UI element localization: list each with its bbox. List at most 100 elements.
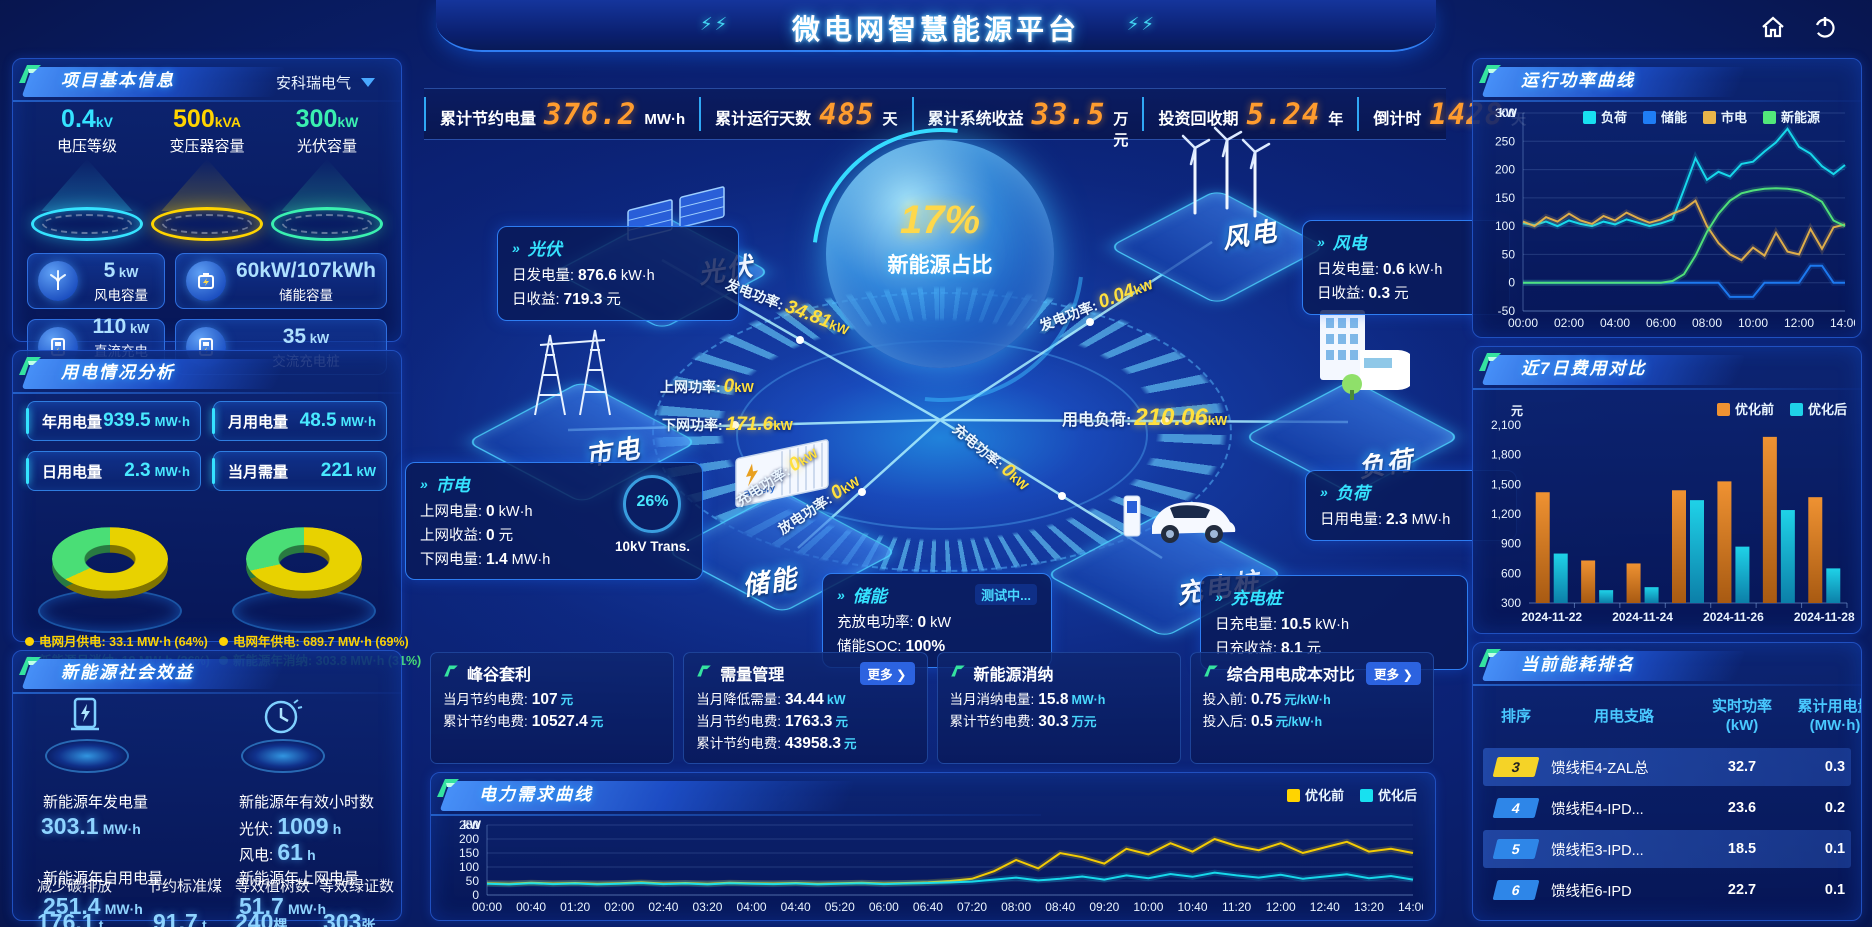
project-select[interactable]: 安科瑞电气 [270,69,381,96]
metric-value: 51.7 MW·h [239,893,327,919]
panel-corner-icon [1477,351,1503,378]
card-metric-row: 当月降低需量: 34.44 kW [696,691,846,708]
rank-badge: 3 [1492,757,1540,777]
card-metric-row: 累计节约电费: 30.3 万元 [949,713,1097,730]
svg-text:0: 0 [472,888,479,902]
flow-export-power: 上网功率: 0kW [660,376,754,397]
demand-legend: 优化前 优化后 [1286,785,1417,804]
card-corner-icon [950,664,966,683]
metric-value: 303张 [323,909,376,927]
panel-corner-icon [17,355,43,382]
usage-stats: 年用电量 939.5 MW·h 月用电量 48.5 MW·h 日用电量 2.3 MW·h 当月需量… [13,395,401,491]
legend-item[interactable]: 储能 [1643,107,1687,126]
legend-item[interactable]: 优化前 [1286,785,1344,804]
info-row: 日收益: 0.3 元 [1317,285,1409,302]
metric-value: 风电: 61 h [239,839,316,865]
card-metric-row: 当月节约电费: 107 元 [443,691,574,708]
more-button[interactable]: 更多 ❯ [1366,661,1421,685]
home-icon[interactable] [1760,14,1786,40]
card-corner-icon [443,664,459,683]
svg-text:13:20: 13:20 [1354,900,1384,914]
hours-icon [235,695,327,773]
svg-text:0: 0 [1508,276,1515,290]
info-row: 下网电量: 1.4 MW·h [420,551,551,568]
legend-item[interactable]: 新能源 [1763,107,1820,126]
grid-info-box: » 市电 上网电量: 0 kW·h 上网收益: 0 元下网电量: 1.4 MW·h 26%… [405,462,703,580]
panel-project-info: 项目基本信息 安科瑞电气 0.4kV 电压等级 500kVA 变压器容量 300kW 光伏… [12,58,402,379]
svg-text:01:20: 01:20 [560,900,590,914]
chevrons-icon: » [512,239,520,256]
more-button[interactable]: 更多 ❯ [859,661,915,685]
svg-text:200: 200 [459,832,479,846]
svg-text:元: 元 [1511,404,1523,418]
svg-text:kW: kW [1499,106,1518,120]
table-row[interactable]: 4 馈线柜4-IPD... 23.6 0.2 [1483,789,1851,827]
chevrons-icon: » [1317,233,1325,250]
demand-curve-chart: kW 250 200 150 100 50 0 00:00 00:40 01:20 02:00 02:… [443,817,1423,915]
battery-icon [185,261,226,301]
panel-energy-ranking: 当前能耗排名 排序 用电支路 实时功率(kW) 累计用电量(MW·h) 3馈线柜4-Z… [1472,642,1862,921]
header-band [436,0,1436,52]
svg-text:250: 250 [459,818,479,832]
legend-item[interactable]: 优化后 [1359,785,1417,804]
metric-value: 251.4 MW·h [43,893,143,919]
usage-stat-chip: 日用电量 2.3 MW·h [26,451,201,491]
rank-badge: 5 [1492,839,1540,859]
metric-value: 91.7 t [153,909,207,927]
panel-title: 电力需求曲线 [479,785,593,804]
legend-item[interactable]: 负荷 [1583,107,1627,126]
svg-text:1,200: 1,200 [1491,507,1521,521]
chevrons-icon: » [1320,483,1328,500]
svg-text:50: 50 [466,874,480,888]
panel-social-benefit: 新能源社会效益 新能源年发电量 303.1 MW·h 新能源年有效小时数 光伏:… [12,650,402,927]
deco-bolts-left: ⚡⚡ [700,14,730,34]
node-wind-tile[interactable] [1108,189,1326,305]
card-metric-row: 当月消纳电量: 15.8 MW·h [949,691,1106,708]
svg-text:150: 150 [459,846,479,860]
svg-text:05:20: 05:20 [825,900,855,914]
power-icon[interactable] [1812,14,1838,40]
flow-wind-power: 发电功率:0.04kW [1037,276,1156,334]
page-title: 微电网智慧能源平台 [791,14,1080,45]
svg-text:04:00: 04:00 [1600,316,1630,330]
svg-text:07:20: 07:20 [957,900,987,914]
status-badge: 测试中... [975,584,1037,605]
info-row: 日发电量: 876.6 kW·h [512,267,655,284]
svg-text:250: 250 [1495,134,1515,148]
svg-text:10:00: 10:00 [1133,900,1163,914]
panel-power-curve: 运行功率曲线 负荷 储能 市电 新能源 kW 300 250 200 150 100 50 0 -50… [1472,58,1862,338]
svg-text:00:40: 00:40 [516,900,546,914]
svg-text:2024-11-22: 2024-11-22 [1521,610,1582,624]
legend-item[interactable]: 优化后 [1789,399,1847,418]
legend-item[interactable]: 市电 [1703,107,1747,126]
card-corner-icon [1203,664,1219,683]
rank-badge: 6 [1492,880,1540,900]
project-select-value: 安科瑞电气 [275,75,351,92]
card-metric-row: 累计节约电费: 43958.3 元 [696,735,857,752]
svg-text:02:00: 02:00 [1554,316,1584,330]
metric-label: 新能源年发电量 [43,794,149,811]
svg-text:300: 300 [1495,106,1515,120]
card-corner-icon [696,664,712,683]
svg-text:100: 100 [1495,219,1515,233]
transformer-indicator: 26% 10kV Trans. [615,475,690,554]
rank-badge: 4 [1492,798,1540,818]
metric-value: 光伏: 1009 h [239,813,342,839]
table-row[interactable]: 3 馈线柜4-ZAL总 32.7 0.3 [1483,748,1851,786]
svg-text:2,100: 2,100 [1491,418,1521,432]
table-row[interactable]: 6 馈线柜6-IPD 22.7 0.1 [1483,871,1851,909]
panel-corner-icon [435,777,461,804]
legend-item[interactable]: 优化前 [1716,399,1774,418]
chevrons-icon: » [420,475,428,492]
svg-text:12:00: 12:00 [1784,316,1814,330]
info-row: 日用电量: 2.3 MW·h [1320,511,1451,528]
table-row[interactable]: 5 馈线柜3-IPD... 18.5 0.1 [1483,830,1851,868]
svg-text:2024-11-28: 2024-11-28 [1794,610,1855,624]
svg-text:08:00: 08:00 [1001,900,1031,914]
transformer-label: 10kV Trans. [614,539,690,554]
column-header: 累计用电量(MW·h) [1797,698,1861,734]
svg-text:04:00: 04:00 [737,900,767,914]
renewable-share-label: 新能源占比 [887,254,993,277]
capacity-item: 0.4kV 电压等级 [31,105,143,241]
info-row: 充放电功率: 0 kW [837,614,952,631]
